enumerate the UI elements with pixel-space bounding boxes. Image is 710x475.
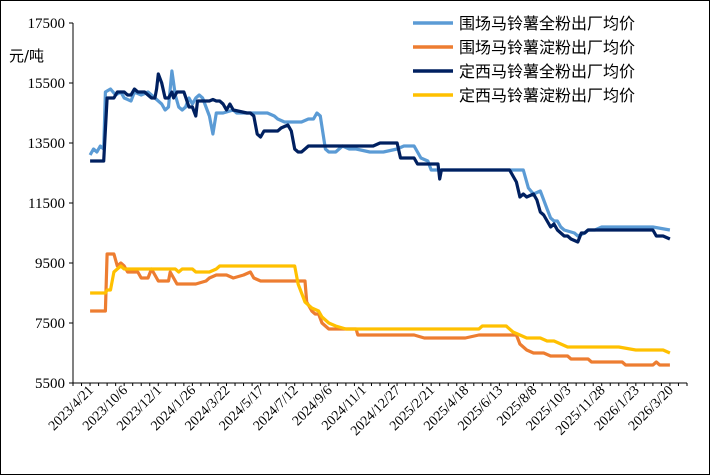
series-line-3 <box>90 72 671 244</box>
y-tick-label: 13500 <box>28 136 66 152</box>
y-tick-label: 5500 <box>35 376 65 392</box>
legend-item: 围场马铃薯全粉出厂均价 <box>413 14 635 33</box>
series-line-4 <box>90 264 671 355</box>
y-tick-label: 15500 <box>28 76 66 92</box>
y-axis-unit-label: 元/吨 <box>9 47 44 65</box>
legend-label: 定西马铃薯全粉出厂均价 <box>459 62 635 81</box>
y-tick-label: 11500 <box>28 196 65 212</box>
legend: 围场马铃薯全粉出厂均价围场马铃薯淀粉出厂均价定西马铃薯全粉出厂均价定西马铃薯淀粉… <box>413 14 635 105</box>
x-axis-ticks: 2023/4/212023/10/62023/12/12024/1/262024… <box>46 383 688 439</box>
series-line-1 <box>88 69 671 238</box>
legend-item: 定西马铃薯全粉出厂均价 <box>413 62 635 81</box>
legend-item: 围场马铃薯淀粉出厂均价 <box>413 38 635 57</box>
legend-item: 定西马铃薯淀粉出厂均价 <box>413 86 635 105</box>
series-lines <box>88 69 671 367</box>
y-tick-label: 9500 <box>35 256 65 272</box>
legend-label: 围场马铃薯全粉出厂均价 <box>459 14 635 33</box>
legend-label: 定西马铃薯淀粉出厂均价 <box>459 86 635 105</box>
y-axis-ticks: 5500 7500 9500 11500 13500 15500 17500 <box>28 16 73 392</box>
legend-label: 围场马铃薯淀粉出厂均价 <box>459 38 635 57</box>
y-tick-label: 7500 <box>35 316 65 332</box>
y-tick-label: 17500 <box>28 16 66 32</box>
